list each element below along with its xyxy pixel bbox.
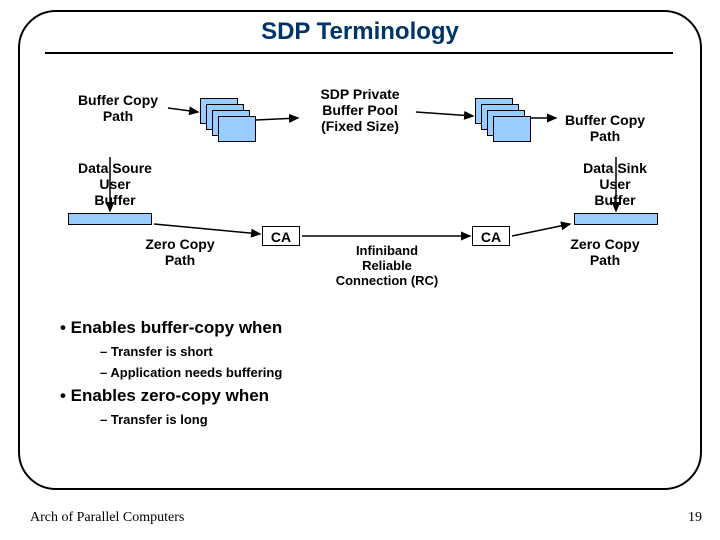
ca-box-right: CA [472,226,510,246]
label-zero-copy-path-left: Zero CopyPath [130,236,230,268]
label-data-sink-buffer: Data SinkUserBuffer [565,160,665,208]
footer-text: Arch of Parallel Computers [30,510,184,526]
label-infiniband-rc: InfinibandReliableConnection (RC) [312,244,462,289]
user-buffer-source [68,213,152,225]
bullet-level1: • Enables zero-copy when [60,386,620,406]
label-zero-copy-path-right: Zero CopyPath [555,236,655,268]
label-data-source-buffer: Data SoureUserBuffer [60,160,170,208]
ca-box-left: CA [262,226,300,246]
bullet-level2: – Transfer is long [100,412,620,427]
slide-title: SDP Terminology [0,18,720,46]
bullet-level1: • Enables buffer-copy when [60,318,620,338]
bullet-level2: – Application needs buffering [100,365,620,380]
bullet-level2: – Transfer is short [100,344,620,359]
label-sdp-buffer-pool: SDP PrivateBuffer Pool(Fixed Size) [300,86,420,134]
buffer-stack-right [475,98,529,140]
user-buffer-sink [574,213,658,225]
buffer-stack-left [200,98,254,140]
footer-pagenum: 19 [688,510,702,526]
label-buffer-copy-path-left: Buffer CopyPath [68,92,168,124]
bullet-list: • Enables buffer-copy when – Transfer is … [60,318,620,433]
title-underline [45,52,673,54]
label-buffer-copy-path-right: Buffer CopyPath [555,112,655,144]
